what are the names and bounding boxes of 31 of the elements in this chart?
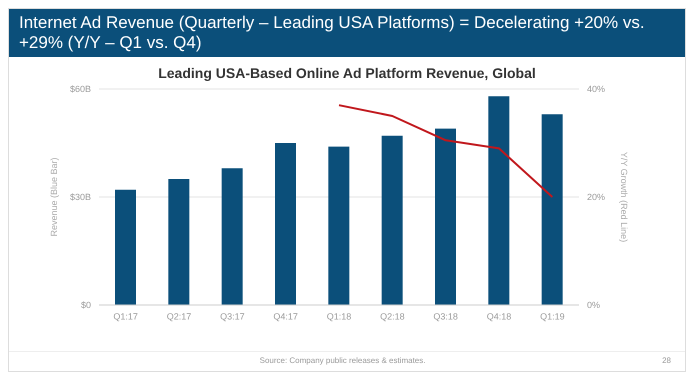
text: 28 (662, 356, 671, 365)
bar (115, 190, 136, 305)
x-tick-label: Q2:18 (380, 311, 405, 322)
y-axis-title: Revenue (Blue Bar) (49, 157, 60, 237)
y2-tick-label: 20% (587, 192, 606, 202)
y-tick-label: $0 (80, 300, 91, 310)
x-tick-label: Q3:18 (433, 311, 458, 322)
line-series (338, 104, 554, 198)
bar (328, 146, 350, 305)
bar (382, 136, 403, 305)
chart-subtitle: Leading USA-Based Online Ad Platform Revenue, Global (157, 65, 537, 81)
y-tick-label: $60B (70, 84, 91, 94)
bar (435, 128, 456, 305)
y2-tick-label: 40% (587, 84, 606, 94)
y2-axis-title: Y/Y Growth (Red Line) (618, 152, 629, 242)
bar (542, 114, 563, 305)
x-tick-label: Q1:18 (326, 311, 352, 322)
chart-title: Internet Ad Revenue (Quarterly – Leading USA Platforms) = Decelerating +20% vs. +29% (Y/Y – Q1 vs. Q4) (9, 9, 685, 57)
x-tick-label: Q4:17 (273, 311, 298, 322)
y2-tick-label: 0% (587, 300, 600, 310)
x-tick-label: Q2:17 (166, 311, 192, 322)
x-tick-label: Q1:17 (113, 311, 138, 322)
bar (488, 96, 510, 305)
x-tick-label: Q3:17 (220, 311, 245, 322)
bar (168, 179, 190, 305)
y-tick-label: $30B (70, 192, 91, 202)
source-note: Source: Company public releases & estimates. (258, 356, 426, 365)
x-tick-label: Q1:19 (540, 311, 565, 322)
x-tick-label: Q4:18 (486, 311, 512, 322)
bar (275, 143, 296, 305)
bar (222, 168, 243, 305)
